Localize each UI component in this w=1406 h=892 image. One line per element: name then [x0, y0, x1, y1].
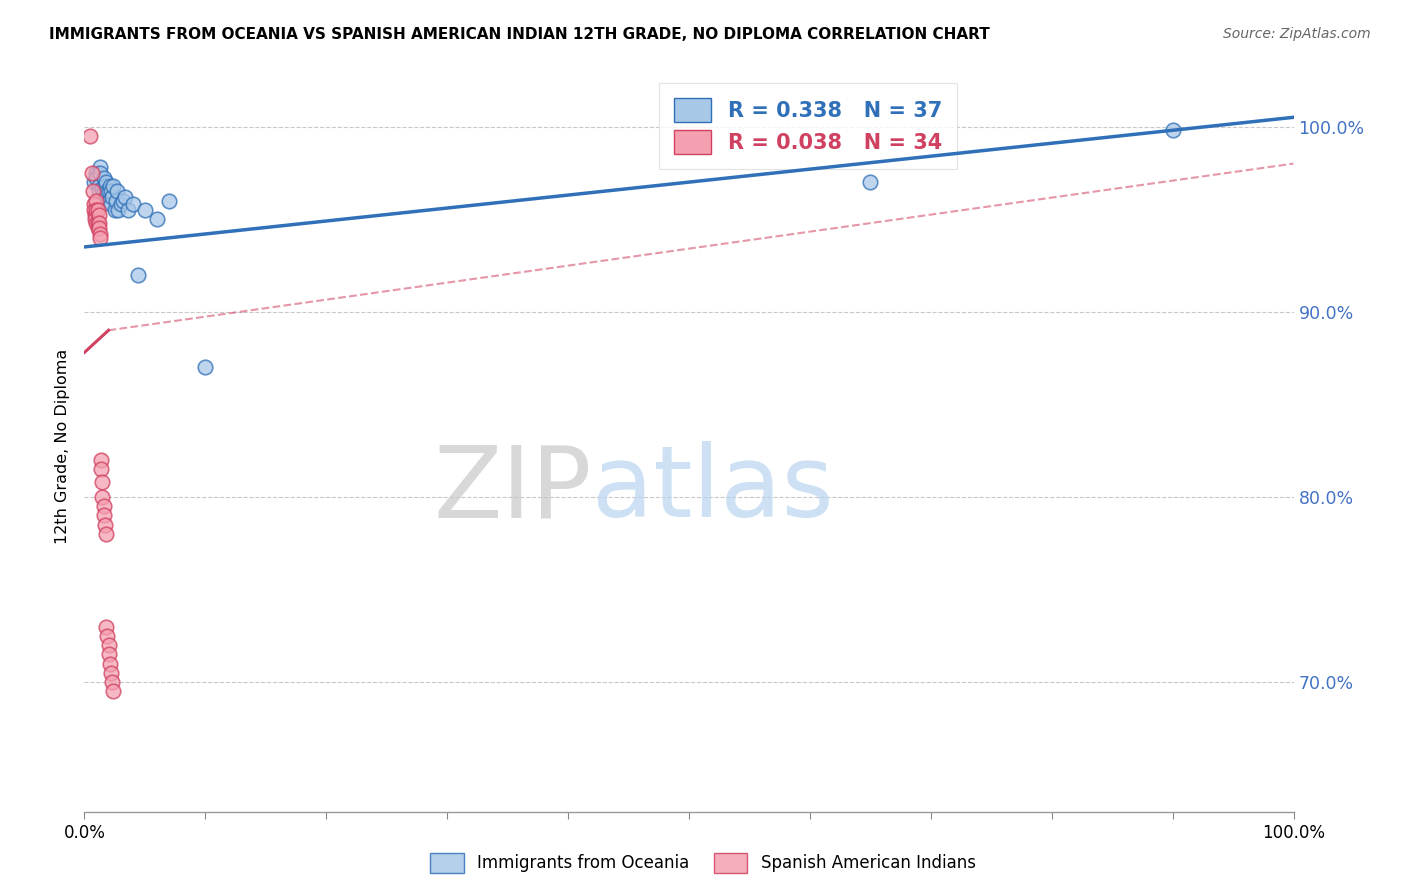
Point	[94, 188, 117, 202]
Point	[146, 212, 169, 227]
Point	[91, 475, 114, 489]
Point	[87, 216, 110, 230]
Point	[114, 190, 136, 204]
Point	[94, 175, 117, 189]
Text: ZIP: ZIP	[434, 442, 592, 539]
Point	[83, 197, 105, 211]
Point	[859, 175, 882, 189]
Point	[97, 185, 120, 199]
Point	[87, 221, 110, 235]
Point	[89, 161, 111, 175]
Point	[104, 202, 127, 217]
Point	[94, 619, 117, 633]
Point	[94, 517, 117, 532]
Point	[86, 221, 108, 235]
Point	[100, 185, 122, 199]
Point	[100, 665, 122, 680]
Point	[86, 171, 108, 186]
Point	[94, 178, 117, 193]
Point	[84, 209, 107, 223]
Point	[86, 216, 108, 230]
Point	[83, 175, 105, 189]
Point	[80, 166, 103, 180]
Point	[93, 185, 115, 199]
Point	[91, 180, 114, 194]
Point	[89, 230, 111, 244]
Point	[104, 194, 127, 208]
Point	[94, 527, 117, 541]
Point	[1161, 123, 1184, 137]
Point	[98, 657, 121, 671]
Point	[157, 194, 180, 208]
Text: Source: ZipAtlas.com: Source: ZipAtlas.com	[1223, 27, 1371, 41]
Point	[121, 197, 143, 211]
Point	[84, 212, 107, 227]
Point	[93, 171, 115, 186]
Legend: R = 0.338   N = 37, R = 0.038   N = 34: R = 0.338 N = 37, R = 0.038 N = 34	[659, 83, 956, 169]
Point	[82, 185, 104, 199]
Point	[93, 508, 115, 523]
Point	[110, 197, 132, 211]
Point	[79, 128, 101, 143]
Point	[101, 190, 124, 204]
Point	[97, 194, 120, 208]
Point	[100, 197, 122, 211]
Point	[87, 178, 110, 193]
Point	[89, 166, 111, 180]
Point	[117, 202, 139, 217]
Point	[86, 202, 108, 217]
Point	[89, 227, 111, 241]
Point	[112, 194, 135, 208]
Point	[96, 629, 118, 643]
Point	[86, 202, 108, 217]
Point	[98, 178, 121, 193]
Point	[103, 178, 125, 193]
Point	[90, 462, 112, 476]
Point	[86, 194, 108, 208]
Legend: Immigrants from Oceania, Spanish American Indians: Immigrants from Oceania, Spanish America…	[423, 847, 983, 880]
Point	[83, 202, 105, 217]
Point	[103, 684, 125, 698]
Point	[93, 499, 115, 513]
Text: atlas: atlas	[592, 442, 834, 539]
Point	[134, 202, 156, 217]
Point	[107, 202, 129, 217]
Point	[97, 638, 120, 652]
Y-axis label: 12th Grade, No Diploma: 12th Grade, No Diploma	[55, 349, 70, 543]
Point	[86, 216, 108, 230]
Point	[87, 185, 110, 199]
Point	[87, 209, 110, 223]
Point	[194, 360, 217, 375]
Text: IMMIGRANTS FROM OCEANIA VS SPANISH AMERICAN INDIAN 12TH GRADE, NO DIPLOMA CORREL: IMMIGRANTS FROM OCEANIA VS SPANISH AMERI…	[49, 27, 990, 42]
Point	[101, 675, 124, 690]
Point	[90, 453, 112, 467]
Point	[96, 185, 118, 199]
Point	[97, 648, 120, 662]
Point	[91, 490, 114, 504]
Point	[105, 185, 128, 199]
Point	[127, 268, 149, 282]
Point	[86, 166, 108, 180]
